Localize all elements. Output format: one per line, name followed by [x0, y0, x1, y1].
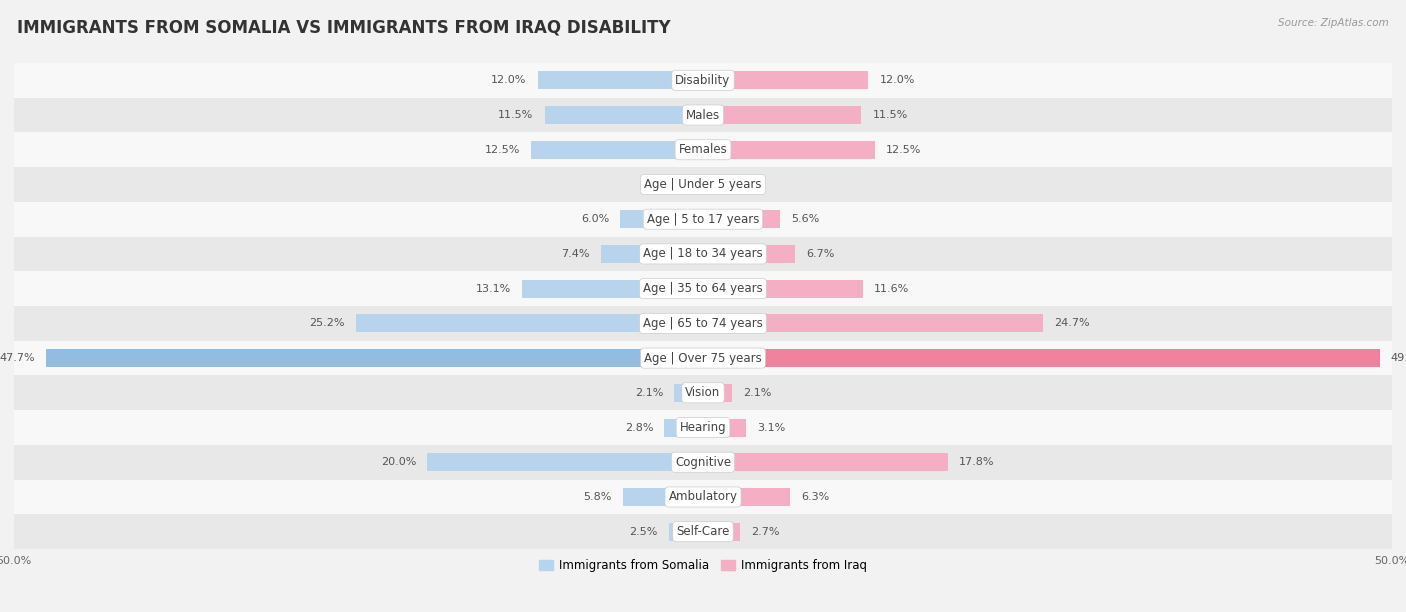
Text: 12.0%: 12.0% [879, 75, 915, 85]
Bar [623, 488, 703, 506]
Text: Vision: Vision [685, 386, 721, 399]
Text: 2.1%: 2.1% [742, 388, 772, 398]
Bar [544, 106, 703, 124]
Bar [14, 98, 1392, 132]
Text: 6.3%: 6.3% [801, 492, 830, 502]
Text: Age | 18 to 34 years: Age | 18 to 34 years [643, 247, 763, 261]
Bar [600, 245, 703, 263]
Text: 20.0%: 20.0% [381, 457, 416, 467]
Bar [14, 410, 1392, 445]
Text: 11.5%: 11.5% [498, 110, 533, 120]
Text: Source: ZipAtlas.com: Source: ZipAtlas.com [1278, 18, 1389, 28]
Text: Age | 35 to 64 years: Age | 35 to 64 years [643, 282, 763, 295]
Bar [14, 375, 1392, 410]
Bar [523, 280, 703, 297]
Bar [669, 523, 703, 541]
Text: 2.8%: 2.8% [624, 422, 654, 433]
Bar [703, 384, 733, 402]
Text: 12.5%: 12.5% [886, 145, 922, 155]
Text: 49.1%: 49.1% [1391, 353, 1406, 363]
Text: Males: Males [686, 108, 720, 122]
Text: 5.8%: 5.8% [583, 492, 612, 502]
Bar [14, 167, 1392, 202]
Text: 1.3%: 1.3% [645, 179, 673, 190]
Text: 2.7%: 2.7% [751, 527, 780, 537]
Text: IMMIGRANTS FROM SOMALIA VS IMMIGRANTS FROM IRAQ DISABILITY: IMMIGRANTS FROM SOMALIA VS IMMIGRANTS FR… [17, 18, 671, 36]
Text: 6.0%: 6.0% [581, 214, 609, 224]
Text: 12.5%: 12.5% [484, 145, 520, 155]
Bar [14, 306, 1392, 341]
Text: 3.1%: 3.1% [756, 422, 785, 433]
Bar [14, 237, 1392, 271]
Bar [14, 445, 1392, 480]
Bar [703, 106, 862, 124]
Bar [537, 71, 703, 89]
Text: 24.7%: 24.7% [1054, 318, 1090, 329]
Bar [703, 280, 863, 297]
Text: Age | Under 5 years: Age | Under 5 years [644, 178, 762, 191]
Bar [703, 71, 869, 89]
Bar [703, 523, 740, 541]
Bar [665, 419, 703, 436]
Bar [427, 453, 703, 471]
Text: 12.0%: 12.0% [491, 75, 527, 85]
Text: Ambulatory: Ambulatory [668, 490, 738, 504]
Text: Hearing: Hearing [679, 421, 727, 434]
Text: Cognitive: Cognitive [675, 456, 731, 469]
Text: Disability: Disability [675, 74, 731, 87]
Bar [703, 315, 1043, 332]
Bar [14, 514, 1392, 549]
Text: Age | Over 75 years: Age | Over 75 years [644, 351, 762, 365]
Bar [14, 271, 1392, 306]
Bar [14, 63, 1392, 98]
Bar [14, 132, 1392, 167]
Bar [703, 210, 780, 228]
Bar [356, 315, 703, 332]
Bar [685, 176, 703, 193]
Text: 25.2%: 25.2% [309, 318, 344, 329]
Bar [703, 419, 745, 436]
Text: Age | 5 to 17 years: Age | 5 to 17 years [647, 213, 759, 226]
Bar [673, 384, 703, 402]
Bar [703, 453, 948, 471]
Text: 2.1%: 2.1% [634, 388, 664, 398]
Bar [703, 349, 1379, 367]
Text: 11.5%: 11.5% [873, 110, 908, 120]
Bar [531, 141, 703, 159]
Text: Females: Females [679, 143, 727, 156]
Bar [703, 141, 875, 159]
Bar [46, 349, 703, 367]
Text: 47.7%: 47.7% [0, 353, 35, 363]
Bar [703, 245, 796, 263]
Legend: Immigrants from Somalia, Immigrants from Iraq: Immigrants from Somalia, Immigrants from… [534, 554, 872, 577]
Text: 17.8%: 17.8% [959, 457, 995, 467]
Bar [703, 488, 790, 506]
Bar [703, 176, 718, 193]
Bar [14, 341, 1392, 375]
Text: 6.7%: 6.7% [807, 249, 835, 259]
Text: Age | 65 to 74 years: Age | 65 to 74 years [643, 317, 763, 330]
Text: 11.6%: 11.6% [875, 283, 910, 294]
Text: 1.1%: 1.1% [730, 179, 758, 190]
Bar [620, 210, 703, 228]
Bar [14, 480, 1392, 514]
Text: 5.6%: 5.6% [792, 214, 820, 224]
Text: Self-Care: Self-Care [676, 525, 730, 538]
Text: 2.5%: 2.5% [628, 527, 658, 537]
Text: 13.1%: 13.1% [477, 283, 512, 294]
Bar [14, 202, 1392, 237]
Text: 7.4%: 7.4% [561, 249, 591, 259]
